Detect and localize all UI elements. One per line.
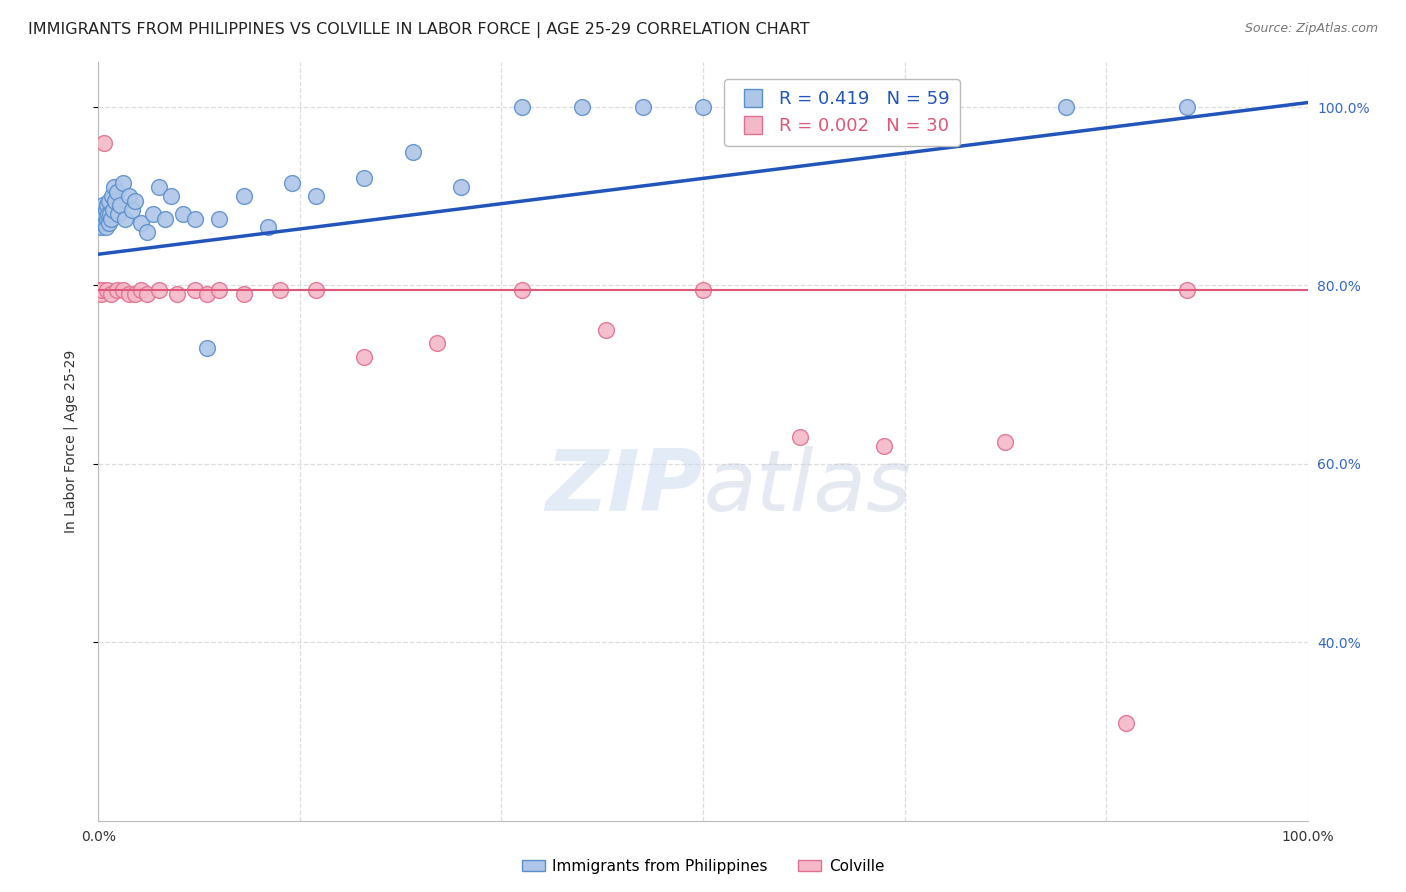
Point [813, 100, 835, 114]
Point [96, 198, 118, 212]
Point [94, 216, 117, 230]
Point [510, 283, 533, 297]
Point [269, 283, 291, 297]
Point [1115, 715, 1137, 730]
Point [118, 189, 141, 203]
Point [100, 211, 122, 226]
Point [1175, 100, 1198, 114]
Point [89, 283, 111, 297]
Point [148, 180, 170, 194]
Point [129, 283, 152, 297]
Point [934, 100, 956, 114]
Point [631, 100, 654, 114]
Point [121, 202, 143, 217]
Point [208, 211, 231, 226]
Y-axis label: In Labor Force | Age 25-29: In Labor Force | Age 25-29 [63, 350, 77, 533]
Point [789, 430, 811, 444]
Point [426, 336, 449, 351]
Point [994, 434, 1017, 449]
Point [160, 189, 183, 203]
Point [232, 287, 254, 301]
Point [184, 211, 207, 226]
Point [108, 198, 131, 212]
Point [305, 283, 328, 297]
Point [184, 283, 207, 297]
Point [305, 189, 328, 203]
Legend: R = 0.419   N = 59, R = 0.002   N = 30: R = 0.419 N = 59, R = 0.002 N = 30 [724, 79, 960, 145]
Point [100, 189, 122, 203]
Point [94, 220, 117, 235]
Point [96, 283, 118, 297]
Point [96, 211, 118, 226]
Point [873, 100, 896, 114]
Point [595, 323, 617, 337]
Point [208, 283, 231, 297]
Point [98, 207, 121, 221]
Point [510, 100, 533, 114]
Point [96, 202, 118, 217]
Point [98, 216, 121, 230]
Point [111, 283, 134, 297]
Text: ZIP: ZIP [546, 445, 703, 529]
Point [135, 225, 157, 239]
Point [353, 171, 375, 186]
Point [692, 100, 714, 114]
Point [153, 211, 176, 226]
Point [129, 216, 152, 230]
Point [752, 100, 775, 114]
Point [232, 189, 254, 203]
Point [90, 202, 112, 217]
Point [135, 287, 157, 301]
Point [97, 194, 120, 208]
Point [101, 202, 124, 217]
Point [692, 283, 714, 297]
Point [105, 283, 128, 297]
Point [124, 194, 146, 208]
Point [107, 207, 129, 221]
Point [1175, 283, 1198, 297]
Point [353, 350, 375, 364]
Point [166, 287, 188, 301]
Point [111, 176, 134, 190]
Text: IMMIGRANTS FROM PHILIPPINES VS COLVILLE IN LABOR FORCE | AGE 25-29 CORRELATION C: IMMIGRANTS FROM PHILIPPINES VS COLVILLE … [28, 22, 810, 38]
Point [142, 207, 165, 221]
Point [873, 439, 896, 453]
Point [89, 216, 111, 230]
Point [450, 180, 472, 194]
Point [91, 283, 114, 297]
Point [93, 136, 115, 150]
Text: atlas: atlas [703, 445, 911, 529]
Point [91, 207, 114, 221]
Point [118, 287, 141, 301]
Point [100, 287, 122, 301]
Point [124, 287, 146, 301]
Point [90, 287, 112, 301]
Point [172, 207, 194, 221]
Point [93, 211, 115, 226]
Point [256, 220, 278, 235]
Point [89, 207, 111, 221]
Point [1054, 100, 1077, 114]
Point [148, 283, 170, 297]
Point [105, 185, 128, 199]
Point [104, 194, 127, 208]
Legend: Immigrants from Philippines, Colville: Immigrants from Philippines, Colville [516, 853, 890, 880]
Text: Source: ZipAtlas.com: Source: ZipAtlas.com [1244, 22, 1378, 36]
Point [195, 341, 218, 355]
Point [402, 145, 425, 159]
Point [91, 216, 114, 230]
Point [114, 211, 136, 226]
Point [103, 180, 125, 194]
Point [91, 198, 114, 212]
Point [87, 211, 110, 226]
Point [90, 220, 112, 235]
Point [281, 176, 304, 190]
Point [571, 100, 593, 114]
Point [97, 207, 120, 221]
Point [195, 287, 218, 301]
Point [93, 207, 115, 221]
